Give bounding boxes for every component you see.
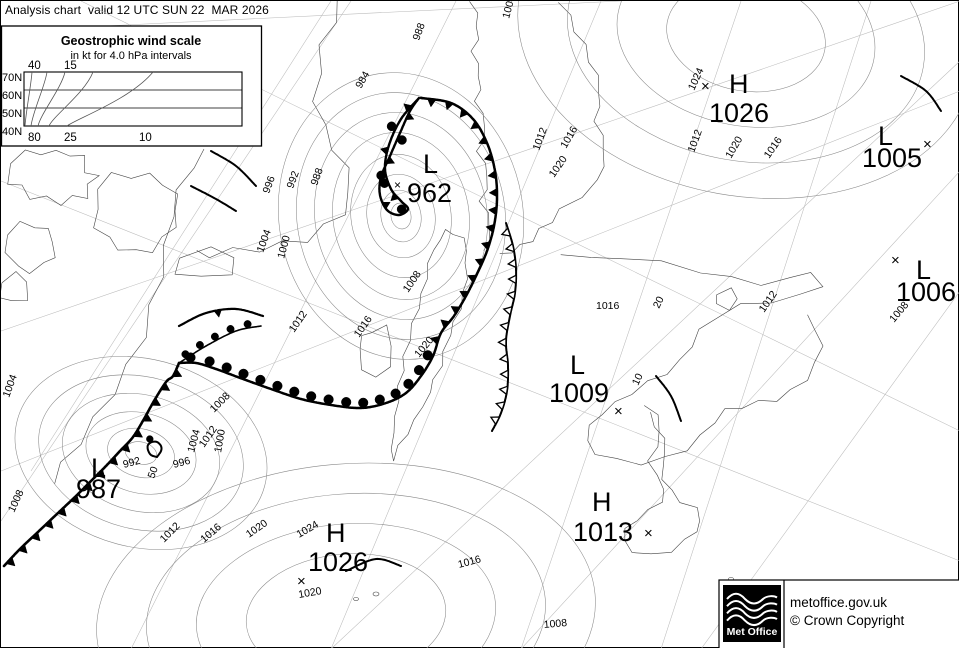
svg-text:1008: 1008: [208, 390, 233, 415]
svg-text:×: ×: [614, 403, 623, 420]
svg-text:962: 962: [407, 178, 452, 208]
svg-text:1016: 1016: [457, 553, 483, 571]
svg-text:992: 992: [285, 169, 302, 190]
svg-text:×: ×: [891, 252, 900, 269]
svg-text:10: 10: [139, 132, 152, 144]
svg-text:1020: 1020: [547, 154, 570, 180]
svg-text:15: 15: [64, 60, 77, 72]
svg-text:×: ×: [394, 178, 401, 192]
svg-text:80: 80: [28, 132, 41, 144]
svg-text:1026: 1026: [308, 547, 368, 577]
svg-text:Met Office: Met Office: [727, 626, 778, 638]
svg-text:L: L: [423, 149, 438, 179]
svg-text:40N: 40N: [2, 126, 22, 138]
svg-text:1004: 1004: [255, 228, 274, 254]
svg-text:988: 988: [411, 21, 428, 42]
svg-text:50N: 50N: [2, 108, 22, 120]
svg-text:1008: 1008: [543, 617, 567, 631]
svg-text:984: 984: [353, 69, 372, 90]
svg-text:20: 20: [651, 294, 667, 310]
svg-text:1012: 1012: [531, 126, 550, 152]
svg-text:70N: 70N: [2, 72, 22, 84]
svg-text:987: 987: [76, 474, 121, 504]
svg-text:H: H: [592, 487, 612, 517]
svg-text:1012: 1012: [686, 128, 705, 154]
svg-text:×: ×: [297, 573, 306, 590]
svg-text:1016: 1016: [558, 124, 580, 150]
svg-text:1012: 1012: [287, 309, 310, 335]
svg-text:1004: 1004: [185, 428, 203, 454]
svg-text:1006: 1006: [896, 277, 956, 307]
svg-text:×: ×: [923, 136, 932, 153]
svg-text:H: H: [326, 518, 346, 548]
svg-text:40: 40: [28, 60, 41, 72]
svg-text:×: ×: [701, 78, 710, 95]
svg-text:1020: 1020: [244, 517, 270, 540]
svg-text:1024: 1024: [295, 518, 321, 540]
svg-text:1026: 1026: [709, 98, 769, 128]
svg-text:×: ×: [644, 525, 653, 542]
svg-text:992: 992: [122, 455, 142, 471]
svg-text:1008: 1008: [401, 269, 424, 295]
svg-text:1000: 1000: [275, 234, 293, 260]
svg-text:1004: 1004: [500, 1, 518, 20]
svg-text:metoffice.gov.uk: metoffice.gov.uk: [790, 595, 887, 610]
svg-text:1020: 1020: [723, 134, 745, 160]
svg-text:50: 50: [146, 465, 161, 480]
svg-text:1016: 1016: [198, 521, 224, 545]
svg-text:© Crown Copyright: © Crown Copyright: [790, 613, 904, 628]
svg-text:1004: 1004: [1, 373, 20, 399]
svg-text:988: 988: [309, 166, 326, 187]
svg-text:1016: 1016: [352, 314, 375, 340]
svg-text:H: H: [729, 69, 749, 99]
svg-text:1005: 1005: [862, 143, 922, 173]
svg-text:Geostrophic wind scale: Geostrophic wind scale: [61, 34, 201, 48]
svg-text:60N: 60N: [2, 90, 22, 102]
svg-text:1016: 1016: [596, 300, 620, 312]
svg-text:1009: 1009: [549, 378, 609, 408]
svg-text:in kt for 4.0 hPa intervals: in kt for 4.0 hPa intervals: [70, 50, 192, 62]
svg-text:996: 996: [261, 174, 278, 195]
svg-text:1013: 1013: [573, 517, 633, 547]
svg-text:L: L: [570, 350, 585, 380]
svg-text:1016: 1016: [762, 135, 785, 161]
svg-text:25: 25: [64, 132, 77, 144]
svg-text:1008: 1008: [6, 488, 27, 514]
